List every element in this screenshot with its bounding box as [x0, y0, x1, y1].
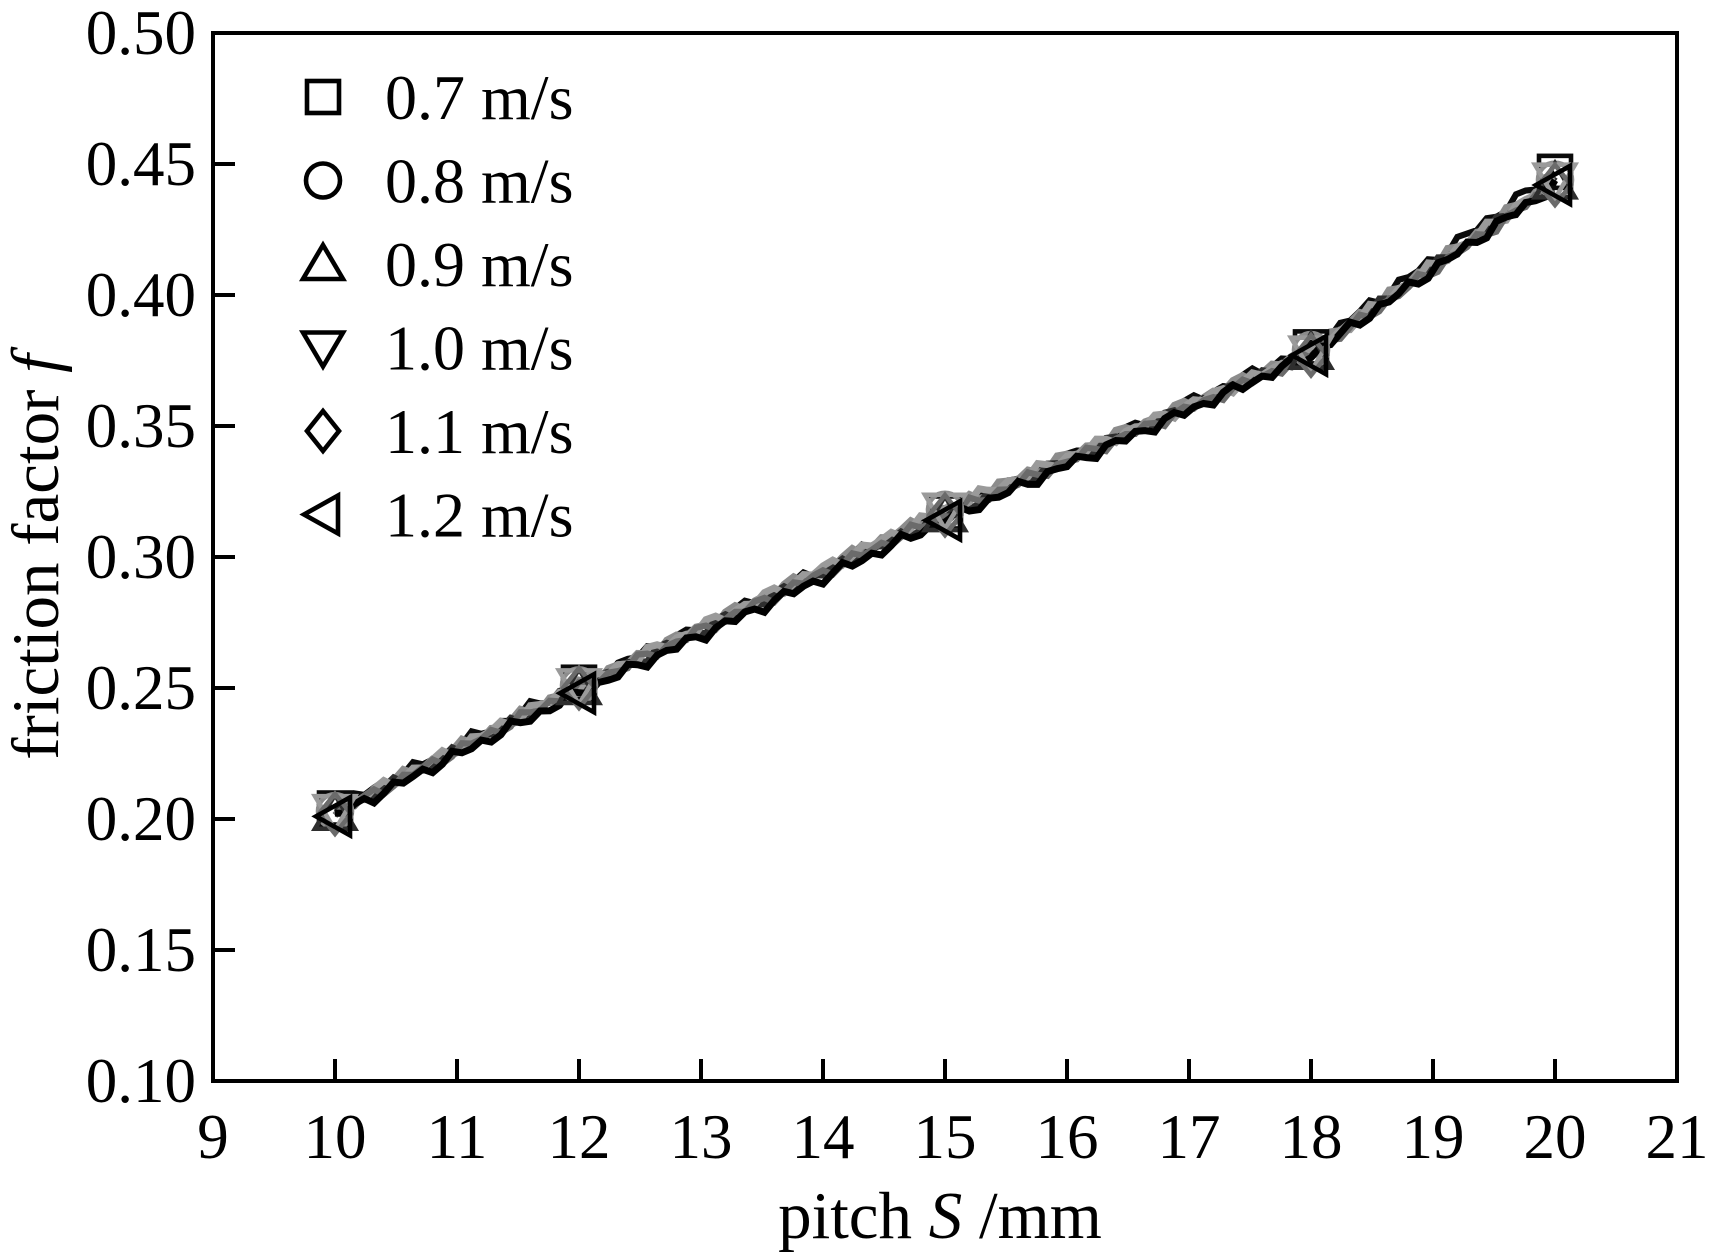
marker-triangle-left — [1531, 162, 1573, 208]
legend-row: 1.1 m/s — [304, 396, 573, 467]
legend-label: 0.8 m/s — [385, 146, 573, 217]
marker-triangle-left — [311, 793, 353, 840]
legend-row: 0.7 m/s — [304, 62, 573, 133]
y-axis-title: friction factor f — [0, 346, 73, 760]
legend-label: 1.0 m/s — [385, 313, 573, 384]
marker-circle — [303, 161, 343, 200]
x-tick-label: 13 — [670, 1102, 733, 1172]
y-tick-label: 0.15 — [86, 915, 196, 985]
x-axis-title: pitch S /mm — [778, 1179, 1102, 1253]
x-tick-label: 11 — [427, 1102, 488, 1172]
marker-triangle-left — [555, 670, 597, 717]
marker-diamond — [316, 790, 354, 838]
legend: 0.7 m/s 0.8 m/s 0.9 m/s 1.0 m/s 1.1 m/s 1.2 m… — [298, 62, 573, 551]
marker-triangle-left — [299, 491, 341, 538]
marker-diamond — [560, 664, 598, 712]
legend-label: 0.7 m/s — [385, 62, 573, 133]
legend-row: 0.9 m/s — [298, 229, 573, 300]
series-line-1.2-m-s — [334, 178, 1559, 817]
x-tick-label: 14 — [792, 1102, 855, 1172]
x-tick-label: 19 — [1402, 1102, 1465, 1172]
x-tick-label: 17 — [1158, 1102, 1221, 1172]
y-tick-label: 0.40 — [86, 260, 196, 330]
x-axis-ticks — [333, 1059, 1557, 1081]
legend-row: 1.2 m/s — [299, 480, 573, 551]
y-tick-label: 0.25 — [86, 653, 196, 723]
legend-label: 1.2 m/s — [385, 480, 573, 551]
x-tick-label: 21 — [1646, 1102, 1709, 1172]
x-tick-label: 10 — [304, 1102, 367, 1172]
y-tick-label: 0.35 — [86, 391, 196, 461]
marker-triangle-down — [298, 330, 348, 372]
marker-triangle-left — [921, 497, 963, 544]
legend-label: 1.1 m/s — [385, 396, 573, 467]
x-tick-label: 15 — [914, 1102, 977, 1172]
x-tick-label: 18 — [1280, 1102, 1343, 1172]
x-tick-label: 20 — [1524, 1102, 1587, 1172]
y-tick-label: 0.30 — [86, 522, 196, 592]
marker-diamond — [926, 491, 964, 539]
y-tick-label: 0.10 — [86, 1046, 196, 1116]
marker-diamond — [304, 407, 342, 455]
y-tick-label: 0.20 — [86, 784, 196, 854]
y-tick-label: 0.50 — [86, 0, 196, 68]
marker-triangle-up — [298, 240, 348, 282]
legend-row: 0.8 m/s — [303, 146, 573, 217]
y-axis-ticks — [213, 162, 235, 952]
series-markers — [310, 153, 1580, 840]
marker-square — [304, 78, 342, 116]
x-tick-label: 12 — [548, 1102, 611, 1172]
x-tick-label: 9 — [197, 1102, 229, 1172]
x-axis-tick-labels: 9 10 11 12 13 14 15 16 17 18 19 20 21 — [197, 1102, 1708, 1172]
y-axis-tick-labels: 0.10 0.15 0.20 0.25 0.30 0.35 0.40 0.45 0.50 — [86, 0, 196, 1116]
y-tick-label: 0.45 — [86, 129, 196, 199]
marker-triangle-left — [1287, 332, 1329, 379]
legend-label: 0.9 m/s — [385, 229, 573, 300]
x-tick-label: 16 — [1036, 1102, 1099, 1172]
legend-row: 1.0 m/s — [298, 313, 573, 384]
